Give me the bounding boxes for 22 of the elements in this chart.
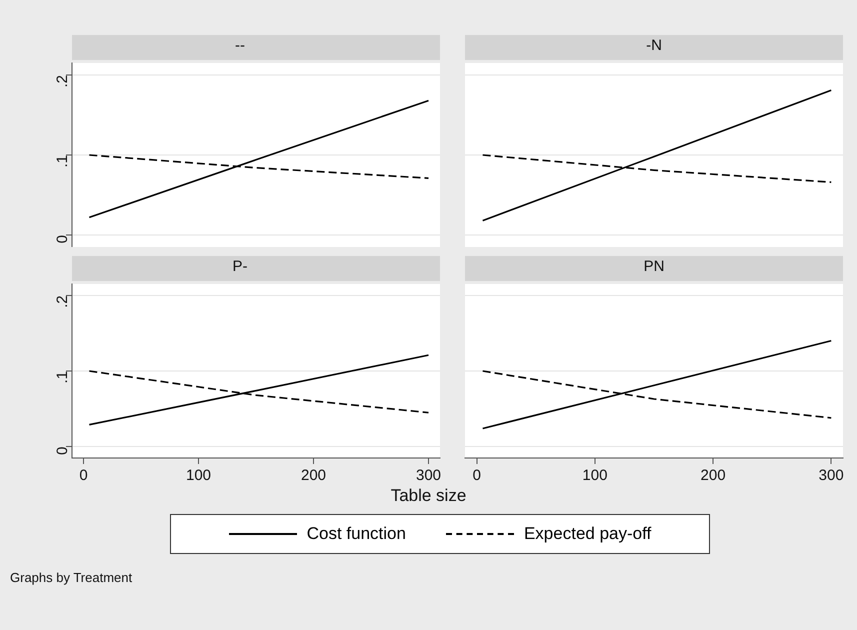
x-tick-label: 300 <box>818 467 844 484</box>
x-tick-label: 0 <box>79 467 88 484</box>
x-tick-label: 0 <box>472 467 481 484</box>
y-tick-label: 0 <box>54 446 72 455</box>
y-tick-label: .2 <box>54 295 72 308</box>
x-tick-label: 300 <box>416 467 442 484</box>
y-tick-label: .2 <box>54 75 72 88</box>
y-tick-label: .1 <box>54 371 72 384</box>
y-tick-label: 0 <box>54 235 72 244</box>
chart-title: -N <box>646 37 662 54</box>
legend-label: Expected pay-off <box>524 524 652 544</box>
chart-title: PN <box>644 258 664 276</box>
chart-title: -- <box>235 37 245 54</box>
text: Graphs by Treatment <box>10 570 132 585</box>
x-tick-label: 100 <box>582 467 608 484</box>
chart-title: P- <box>232 258 248 276</box>
y-tick-label: .1 <box>54 155 72 168</box>
x-tick-label: 100 <box>186 467 212 484</box>
x-tick-label: 200 <box>300 467 326 484</box>
x-axis-title: Table size <box>390 486 468 506</box>
x-tick-label: 200 <box>700 467 726 484</box>
legend-label: Cost function <box>306 524 406 544</box>
